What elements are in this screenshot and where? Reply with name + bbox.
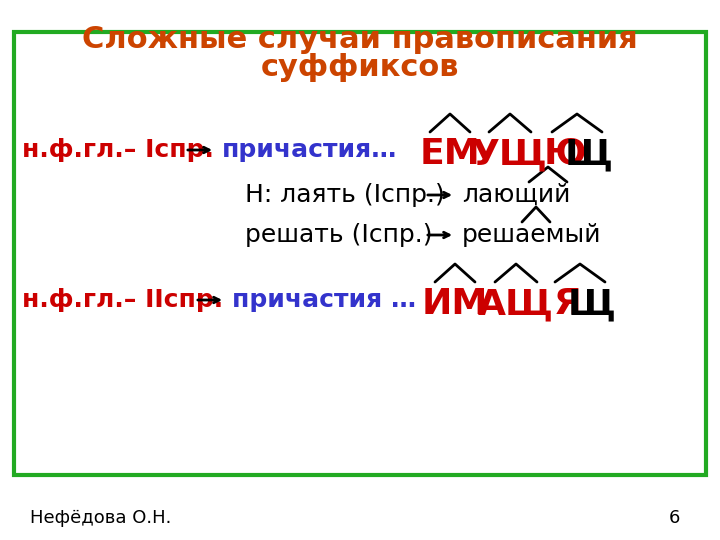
- Text: лающий: лающий: [462, 183, 570, 207]
- Text: н.ф.гл.– Iспр.: н.ф.гл.– Iспр.: [22, 138, 214, 162]
- Text: Нефёдова О.Н.: Нефёдова О.Н.: [30, 509, 171, 527]
- Text: Ю: Ю: [544, 137, 586, 171]
- Text: АЩ: АЩ: [478, 287, 554, 321]
- Text: суффиксов: суффиксов: [261, 52, 459, 82]
- Text: 6: 6: [669, 509, 680, 527]
- FancyBboxPatch shape: [14, 32, 706, 475]
- Text: ИМ: ИМ: [422, 287, 488, 321]
- Text: решаемый: решаемый: [462, 223, 601, 247]
- Text: ЕМ: ЕМ: [420, 137, 480, 171]
- Text: Щ: Щ: [568, 287, 616, 321]
- Text: причастия…: причастия…: [222, 138, 397, 162]
- Text: н.ф.гл.– IIспр.: н.ф.гл.– IIспр.: [22, 288, 223, 312]
- Text: Н: лаять (Iспр.): Н: лаять (Iспр.): [245, 183, 445, 207]
- Text: причастия …: причастия …: [232, 288, 416, 312]
- Text: Сложные случаи правописания: Сложные случаи правописания: [82, 25, 638, 55]
- Text: решать (Iспр.): решать (Iспр.): [245, 223, 433, 247]
- Text: УЩ: УЩ: [472, 137, 548, 171]
- Text: Щ: Щ: [565, 137, 613, 171]
- Text: Я: Я: [554, 287, 582, 321]
